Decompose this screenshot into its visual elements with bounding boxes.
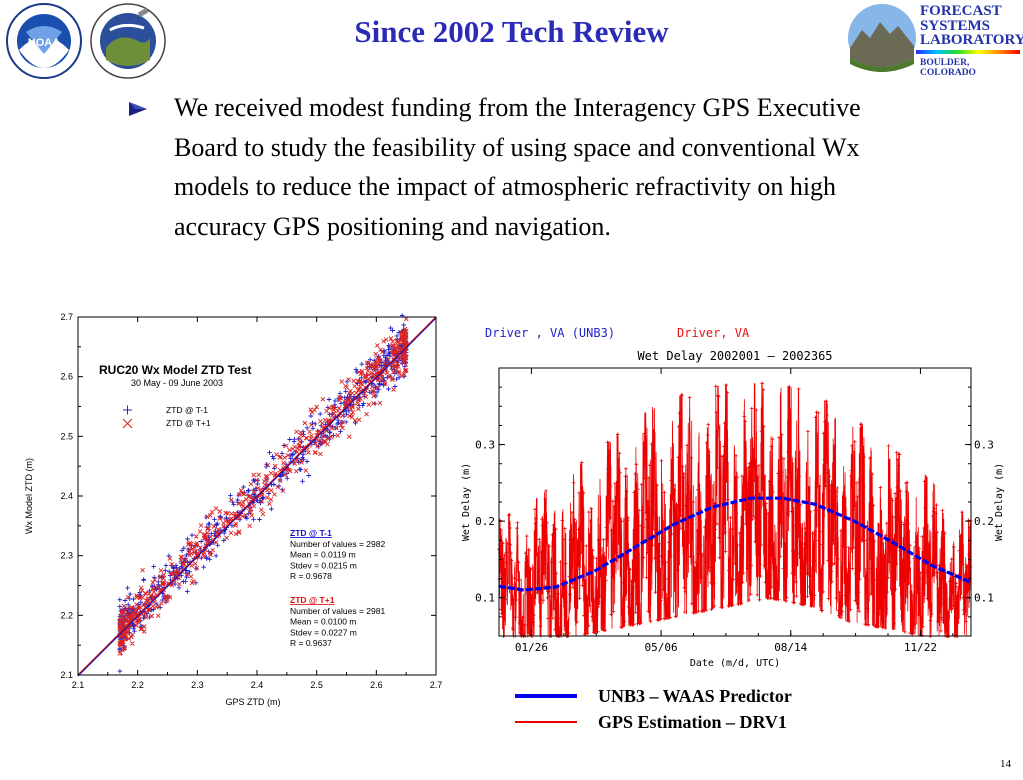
y-axis-label-right: Wet Delay (m) [994, 463, 1005, 541]
legend-label-t-plus-1: ZTD @ T+1 [166, 418, 211, 428]
x-axis-label: Date (m/d, UTC) [690, 658, 780, 669]
stats-line: Stdev = 0.0215 m [290, 560, 357, 570]
stats-header: ZTD @ T+1 [290, 595, 335, 605]
reference-line-blue [77, 317, 437, 677]
y-tick-label-right: 0.1 [974, 592, 994, 605]
unb3-line [498, 496, 972, 592]
noaa-logo-text: NOAA [28, 37, 60, 49]
y-tick-label: 0.2 [475, 515, 495, 528]
scatter-axes [77, 316, 437, 677]
fsl-line3: LABORATORY [920, 32, 1023, 48]
fsl-name: FORECAST SYSTEMS LABORATORY [920, 4, 1023, 48]
x-tick-label: 01/26 [515, 641, 548, 654]
x-tick-label: 2.6 [370, 680, 383, 690]
scatter-annotations: 2.1 2.2 2.3 2.4 2.5 2.6 2.7 2.1 2.2 2.3 2.4 2.5 2.6 2… [24, 312, 442, 707]
scatter-series-t-plus-1 [117, 316, 409, 656]
reference-line-red [77, 316, 437, 676]
x-tick-label: 05/06 [645, 641, 678, 654]
y-tick-label: 2.2 [60, 610, 73, 620]
x-tick-label: 08/14 [774, 641, 807, 654]
scatter-title: RUC20 Wx Model ZTD Test [99, 363, 251, 377]
wet-delay-legend: UNB3 – WAAS Predictor GPS Estimation – D… [515, 686, 875, 740]
y-axis-label: Wet Delay (m) [461, 463, 472, 541]
x-tick-label: 2.2 [131, 680, 144, 690]
stats-line: Number of values = 2981 [290, 606, 385, 616]
y-tick-label: 0.3 [475, 439, 495, 452]
x-axis-label: GPS ZTD (m) [226, 697, 281, 707]
y-axis-label: Wx Model ZTD (m) [24, 458, 34, 534]
y-tick-label-right: 0.2 [974, 515, 994, 528]
stats-line: Mean = 0.0119 m [290, 550, 356, 560]
legend-marker-t-minus-1 [123, 405, 132, 415]
fsl-location: BOULDER, COLORADO [920, 58, 976, 78]
slide-title: Since 2002 Tech Review [354, 14, 669, 49]
legend-label-drv1: GPS Estimation – DRV1 [598, 712, 787, 732]
x-tick-label: 2.7 [430, 680, 443, 690]
legend-swatch-drv1 [515, 721, 577, 723]
fsl-line2: SYSTEMS [920, 17, 991, 34]
unb3-series [498, 496, 972, 592]
wet-delay-chart: 01/26 05/06 08/14 11/22 0.1 0.1 0.2 0.2 0.3 0.3 Dr… [455, 318, 1010, 678]
noaa-logo: NOAA [6, 3, 82, 79]
fsl-line1: FORECAST [920, 3, 1002, 19]
legend-label-unb3: UNB3 – WAAS Predictor [598, 686, 792, 706]
bullet-arrow-icon [129, 102, 147, 116]
y-tick-label-right: 0.3 [974, 439, 994, 452]
wet-delay-labels: 01/26 05/06 08/14 11/22 0.1 0.1 0.2 0.2 0.3 0.3 Dr… [461, 326, 1005, 669]
stats-line: R = 0.9678 [290, 571, 332, 581]
stats-line: R = 0.9637 [290, 638, 332, 648]
x-tick-label: 2.3 [191, 680, 204, 690]
ztd-scatter-chart: 2.1 2.2 2.3 2.4 2.5 2.6 2.7 2.1 2.2 2.3 2.4 2.5 2.6 2… [18, 305, 450, 717]
y-tick-label: 2.3 [60, 551, 73, 561]
stats-line: Number of values = 2982 [290, 539, 385, 549]
stats-line: Mean = 0.0100 m [290, 617, 356, 627]
wet-delay-axes [498, 367, 972, 637]
x-tick-label: 2.4 [251, 680, 264, 690]
fsl-logo [848, 4, 916, 72]
legend-swatch-unb3 [515, 694, 577, 698]
scatter-points [117, 313, 409, 674]
y-tick-label: 2.4 [60, 491, 73, 501]
x-tick-label: 2.1 [72, 680, 85, 690]
y-tick-label: 2.1 [60, 670, 73, 680]
y-tick-label: 0.1 [475, 592, 495, 605]
bullet-text: We received modest funding from the Inte… [174, 93, 861, 241]
wet-delay-title: Wet Delay 2002001 – 2002365 [637, 349, 832, 363]
legend-label-t-minus-1: ZTD @ T-1 [166, 405, 208, 415]
y-tick-label: 2.7 [60, 312, 73, 322]
gps-meteorology-logo [90, 3, 166, 79]
x-tick-label: 2.5 [310, 680, 323, 690]
page-number: 14 [1000, 758, 1011, 770]
y-tick-label: 2.5 [60, 431, 73, 441]
stats-header: ZTD @ T-1 [290, 528, 332, 538]
scatter-subtitle: 30 May - 09 June 2003 [131, 378, 223, 388]
station-label-left: Driver , VA (UNB3) [485, 326, 615, 340]
y-tick-label: 2.6 [60, 372, 73, 382]
station-label-right: Driver, VA [677, 326, 750, 340]
stats-line: Stdev = 0.0227 m [290, 627, 357, 637]
x-tick-label: 11/22 [904, 641, 937, 654]
legend-marker-t-plus-1 [122, 418, 133, 429]
fsl-color-bar [916, 50, 1020, 54]
